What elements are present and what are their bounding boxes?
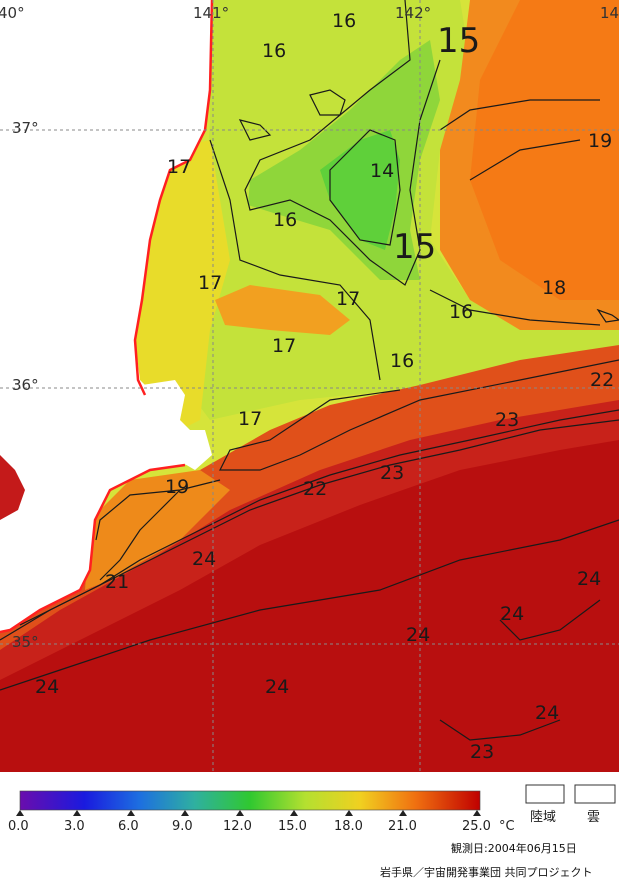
isotherm-label: 24 — [406, 624, 430, 646]
legend-tick-label: 3.0 — [64, 819, 85, 834]
legend-tick-label: 9.0 — [172, 819, 193, 834]
lon-label-143: 14 — [600, 4, 619, 22]
credit-text: 岩手県／宇宙開発事業団 共同プロジェクト — [380, 865, 593, 879]
isotherm-label: 14 — [370, 160, 394, 182]
isotherm-label: 18 — [542, 277, 566, 299]
lat-label-35: 35° — [12, 633, 39, 651]
isotherm-label: 16 — [273, 209, 297, 231]
legend-tick-label: 15.0 — [278, 819, 307, 834]
isotherm-label: 22 — [303, 478, 327, 500]
legend-tick-label: 12.0 — [223, 819, 252, 834]
isotherm-label: 17 — [336, 288, 360, 310]
legend-panel — [0, 772, 619, 881]
isotherm-label: 17 — [198, 272, 222, 294]
lon-label-141: 141° — [193, 4, 229, 22]
isotherm-label: 16 — [390, 350, 414, 372]
isotherm-label: 17 — [238, 408, 262, 430]
legend-tick-label: 21.0 — [388, 819, 417, 834]
color-scale-legend: 0.0 3.0 6.0 9.0 12.0 15.0 18.0 21.0 25.0… — [8, 790, 515, 834]
isotherm-label: 24 — [577, 568, 601, 590]
isotherm-label: 24 — [535, 702, 559, 724]
legend-tick-label: 18.0 — [334, 819, 363, 834]
isotherm-label: 23 — [380, 462, 404, 484]
cloud-swatch — [574, 784, 616, 804]
lat-label-37: 37° — [12, 119, 39, 137]
isotherm-labels: 16 16 15 19 17 14 16 15 17 18 17 16 17 1… — [35, 10, 614, 763]
cloud-area — [142, 380, 212, 470]
land-label: 陸域 — [530, 809, 556, 825]
isotherm-label: 17 — [167, 156, 191, 178]
color-scale-bar — [19, 790, 481, 811]
isotherm-label: 24 — [192, 548, 216, 570]
isotherm-label: 15 — [437, 21, 480, 61]
graticule — [0, 0, 619, 772]
isotherm-label: 19 — [165, 476, 189, 498]
isotherm-label: 23 — [495, 409, 519, 431]
isotherm-label: 24 — [265, 676, 289, 698]
land-swatch — [525, 784, 565, 804]
land-area — [0, 0, 212, 632]
cloud-label: 雲 — [587, 810, 600, 825]
lon-label-140: 40° — [0, 4, 25, 22]
isotherm-label: 24 — [35, 676, 59, 698]
coordinate-labels: 40° 141° 142° 14 37° 36° 35° — [0, 4, 619, 651]
coastline — [133, 0, 214, 396]
legend-tick-label: 6.0 — [118, 819, 139, 834]
legend-tick-label: 25.0 — [462, 819, 491, 834]
legend-unit: °C — [499, 819, 515, 834]
legend-tick-label: 0.0 — [8, 819, 29, 834]
lon-label-142: 142° — [395, 4, 431, 22]
isotherm-label: 16 — [332, 10, 356, 32]
isotherm-label: 21 — [105, 571, 129, 593]
coastline-south — [0, 463, 186, 634]
observation-date: 観測日:2004年06月15日 — [451, 841, 577, 855]
isotherm-label: 17 — [272, 335, 296, 357]
isotherm-label: 23 — [470, 741, 494, 763]
isotherm-label: 22 — [590, 369, 614, 391]
isotherm-lines — [0, 0, 619, 741]
isotherm-label: 15 — [393, 227, 436, 267]
isotherm-label: 16 — [449, 301, 473, 323]
isotherm-label: 24 — [500, 603, 524, 625]
isotherm-label: 19 — [588, 130, 612, 152]
lat-label-36: 36° — [12, 376, 39, 394]
land-cloud-legend: 陸域 雲 — [525, 784, 616, 825]
isotherm-label: 16 — [262, 40, 286, 62]
